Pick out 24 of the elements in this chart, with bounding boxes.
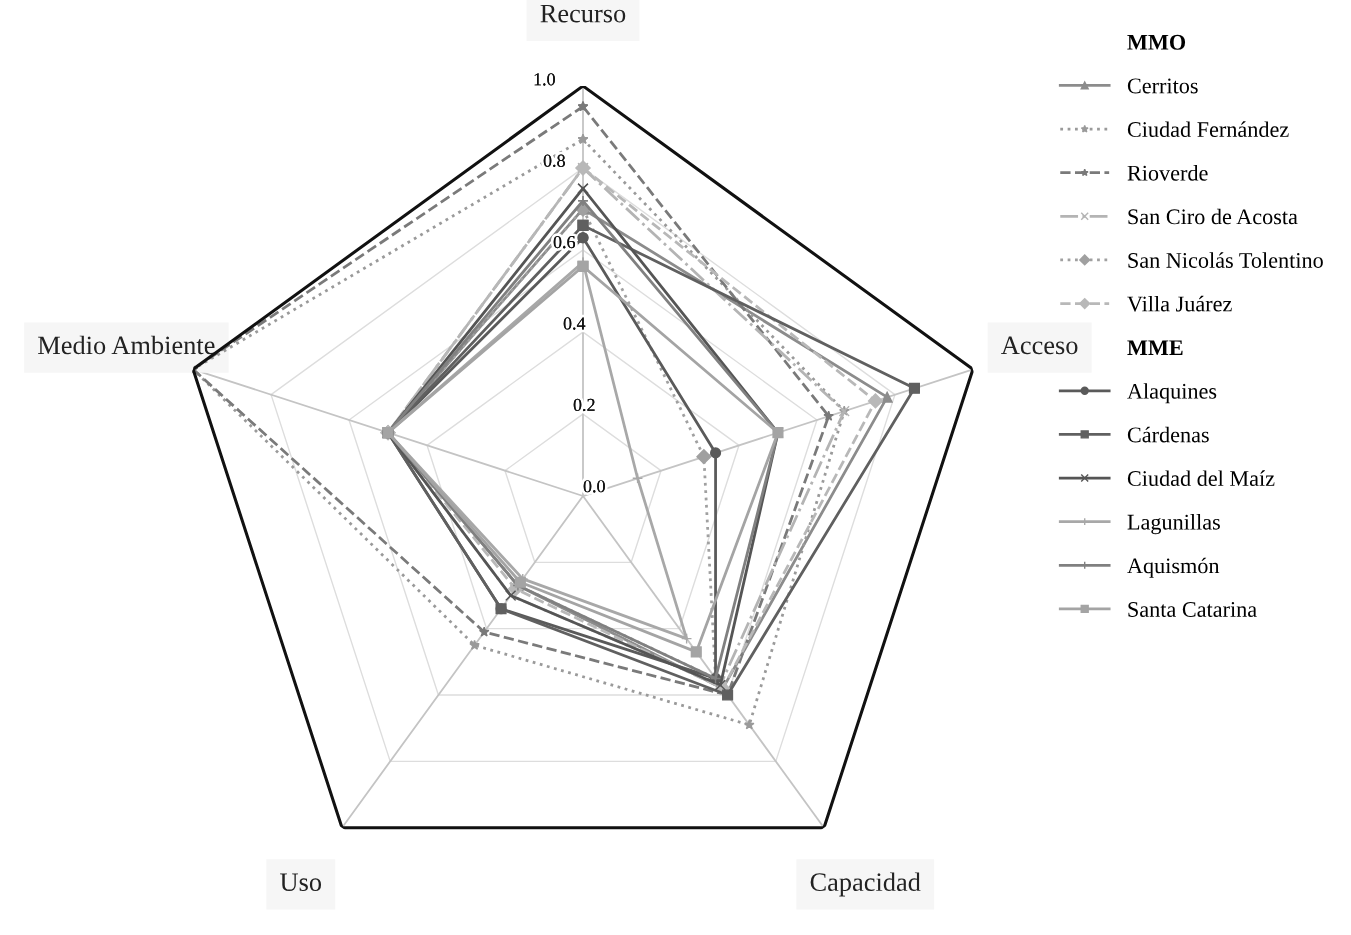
text: MME: [1127, 340, 1183, 355]
legend-label: Cerritos: [1127, 78, 1198, 94]
spoke-label: Acceso: [1001, 336, 1078, 355]
legend-label: Ciudad del Maíz: [1127, 470, 1275, 487]
legend-label: Santa Catarina: [1128, 602, 1257, 617]
text: MMO: [1127, 34, 1186, 50]
spoke-label: Medio Ambiente: [38, 335, 215, 355]
legend-label: San Nicolás Tolentino: [1128, 252, 1323, 268]
y-tick-label: 0.8: [543, 154, 565, 167]
y-tick-label: 0.2: [573, 398, 595, 412]
legend-label: San Ciro de Acosta: [1128, 208, 1298, 225]
legend-label: Ciudad Fernández: [1127, 121, 1289, 138]
y-tick-label: 0.4: [563, 317, 586, 330]
legend-label: Aquismón: [1127, 557, 1220, 578]
spoke-label: Uso: [280, 873, 322, 892]
legend-label: Alaquines: [1127, 383, 1217, 404]
legend-label: Cárdenas: [1127, 426, 1209, 443]
legend-label: Rioverde: [1127, 165, 1208, 181]
y-tick-label: 0.0: [583, 480, 605, 493]
legend-label: Lagunillas: [1127, 514, 1220, 535]
spoke-label: Recurso: [540, 4, 626, 23]
spoke-label: Capacidad: [810, 872, 921, 897]
y-tick-label: 1.0: [534, 73, 555, 86]
legend-label: Villa Juárez: [1127, 295, 1232, 312]
